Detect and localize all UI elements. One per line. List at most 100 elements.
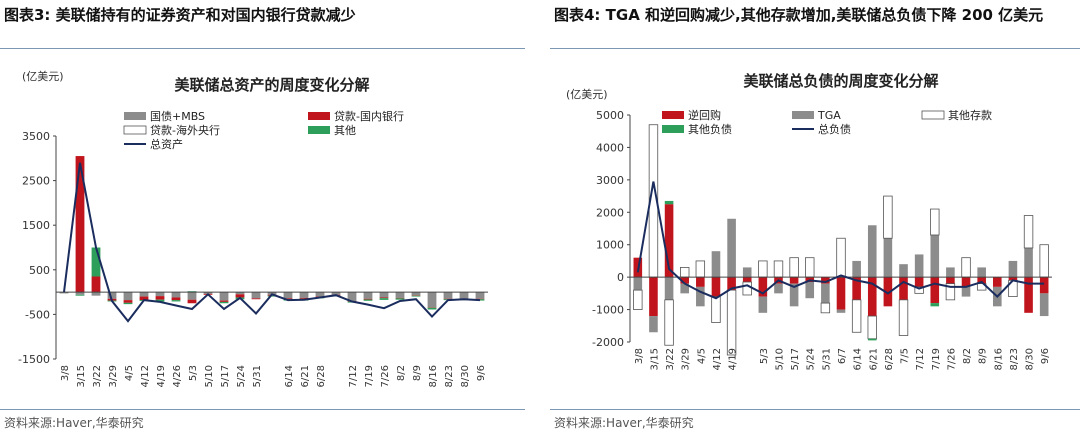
bar-逆回购 (961, 277, 971, 287)
x-tick-label: 3/29 (681, 348, 692, 370)
bar-其他存款 (851, 299, 862, 333)
line-总负债 (636, 181, 1045, 300)
bar-TGA (852, 260, 861, 278)
bar-国债+MBS (155, 292, 165, 297)
bar-逆回购 (742, 277, 752, 283)
bar-TGA (883, 238, 893, 278)
bar-国债+MBS (475, 292, 485, 299)
x-tick-label: 4/12 (712, 348, 723, 370)
x-tick-label: 8/23 (1009, 348, 1020, 370)
legend-label-TGA: TGA (817, 109, 841, 122)
legend-label-贷款-国内银行: 贷款-国内银行 (334, 109, 404, 123)
bar-国债+MBS (107, 292, 117, 299)
bar-其他 (267, 295, 277, 297)
bar-逆回购 (789, 277, 799, 284)
bar-逆回购 (1008, 277, 1018, 281)
bar-国债+MBS (379, 292, 389, 298)
legend-label-总负债: 总负债 (818, 122, 851, 136)
x-tick-label: 9/6 (476, 365, 487, 381)
bar-其他存款 (758, 260, 768, 278)
bar-贷款-国内银行 (75, 156, 85, 293)
y-tick-label: -1500 (18, 353, 50, 366)
bar-其他存款 (867, 315, 877, 340)
x-tick-label: 5/3 (759, 348, 770, 364)
bar-逆回购 (711, 277, 721, 297)
x-tick-label: 8/16 (428, 365, 439, 387)
left-chart: 美联储总资产的周度变化分解 (亿美元) -1500 -500 500 1500 2500 35… (18, 70, 488, 387)
x-tick-label: 3/29 (108, 365, 119, 387)
bar-国债+MBS (91, 292, 101, 296)
line-总资产 (63, 162, 481, 323)
bar-TGA (696, 286, 705, 307)
bar-逆回购 (727, 277, 736, 291)
bar-国债+MBS (363, 292, 373, 299)
bar-其他存款 (695, 260, 706, 278)
bar-贷款-国内银行 (123, 300, 133, 303)
x-tick-label: 8/23 (444, 365, 455, 387)
bar-贷款-国内银行 (283, 298, 293, 300)
bar-TGA (867, 225, 877, 278)
x-tick-label: 8/9 (412, 365, 423, 381)
bar-贷款-国内银行 (363, 298, 373, 300)
bar-其他存款 (711, 296, 721, 323)
left-panel-title: 图表3: 美联储持有的证券资产和对国内银行贷款减少 (4, 6, 356, 24)
bar-TGA (899, 264, 908, 278)
bar-国债+MBS (299, 292, 309, 298)
bar-其他负债 (664, 200, 674, 205)
bar-其他存款 (898, 299, 909, 336)
bar-TGA (727, 218, 736, 278)
bar-其他 (411, 295, 421, 297)
x-tick-label: 3/22 (665, 348, 676, 370)
legend-swatch-其他负债 (662, 125, 684, 133)
right-source-rule (550, 409, 1080, 410)
bar-其他存款 (945, 283, 956, 301)
bar-其他存款 (789, 257, 799, 278)
bar-其他存款 (961, 257, 971, 278)
right-panel-title: 图表4: TGA 和逆回购减少,其他存款增加,美联储总负债下降 200 亿美元 (554, 6, 1044, 24)
bar-国债+MBS (283, 292, 293, 299)
bar-逆回购 (1024, 277, 1033, 313)
bar-国债+MBS (235, 292, 245, 295)
bar-逆回购 (758, 277, 768, 297)
bar-贷款-国内银行 (443, 298, 453, 300)
right-panel: 图表4: TGA 和逆回购减少,其他存款增加,美联储总负债下降 200 亿美元 … (550, 0, 1080, 437)
right-chart: 美联储总负债的周度变化分解 (亿美元) -2000 -1000 0 1000 2000 300… (566, 72, 1052, 370)
bar-TGA (758, 296, 768, 313)
bar-贷款-国内银行 (235, 294, 245, 298)
bar-其他存款 (726, 289, 737, 356)
x-tick-label: 5/17 (220, 365, 231, 387)
x-tick-label: 3/15 (76, 365, 87, 387)
bar-逆回购 (992, 277, 1002, 287)
bar-TGA (805, 282, 815, 299)
bar-TGA (680, 283, 690, 294)
x-tick-label: 8/9 (978, 348, 989, 364)
bar-TGA (930, 234, 940, 278)
legend-swatch-其他存款 (921, 110, 945, 120)
bar-其他存款 (742, 281, 752, 296)
bar-贷款-国内银行 (379, 297, 389, 299)
bar-其他存款 (773, 260, 784, 278)
bar-贷款-国内银行 (139, 296, 149, 301)
x-tick-label: 3/8 (60, 365, 71, 381)
bar-TGA (649, 316, 658, 333)
bar-逆回购 (883, 277, 893, 307)
x-tick-label: 7/19 (931, 348, 942, 370)
bar-其他 (219, 301, 229, 304)
bar-国债+MBS (219, 292, 229, 301)
legend-swatch-TGA (792, 111, 814, 119)
bar-其他存款 (633, 289, 643, 310)
x-tick-label: 5/10 (774, 348, 785, 370)
y-tick-label: 2500 (22, 175, 50, 188)
x-tick-label: 4/19 (728, 348, 739, 370)
x-tick-label: 4/12 (140, 365, 151, 387)
x-tick-label: 6/28 (316, 365, 327, 387)
x-tick-label: 5/24 (236, 365, 247, 387)
x-tick-label: 8/16 (993, 348, 1004, 370)
bar-其他存款 (1039, 244, 1049, 278)
bar-其他存款 (883, 195, 893, 239)
bar-贷款-国内银行 (91, 276, 101, 293)
bar-TGA (1008, 260, 1018, 278)
x-tick-label: 7/19 (364, 365, 375, 387)
bar-国债+MBS (331, 292, 341, 295)
bar-TGA (664, 277, 674, 300)
